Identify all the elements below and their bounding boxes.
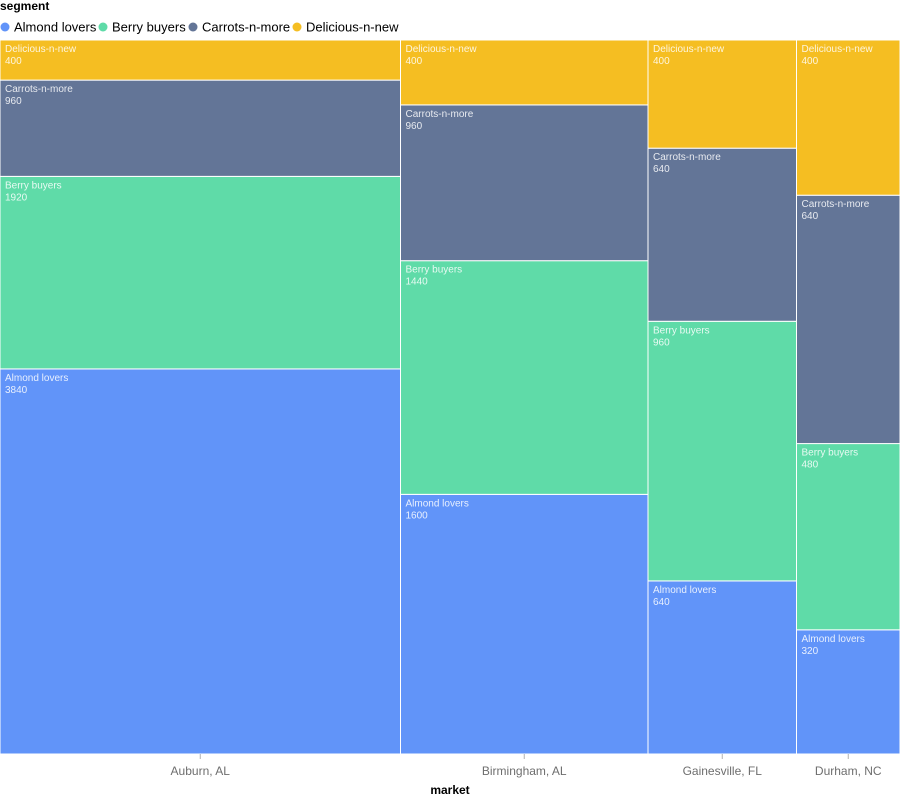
cell-label: Almond lovers [406,498,469,509]
x-axis-title: market [430,783,469,797]
cell-value: 400 [802,56,819,67]
cell-label: Berry buyers [5,180,62,191]
cell-value: 320 [802,646,819,657]
x-axis: Auburn, AL Birmingham, AL Gainesville, FL D… [171,754,882,778]
bar [796,194,900,445]
legend-swatch [98,22,108,32]
legend-swatch [292,22,302,32]
cell-label: Carrots-n-more [802,199,870,210]
cell-value: 480 [802,460,819,471]
x-tick-label: Birmingham, AL [482,764,567,778]
cell-value: 640 [653,164,670,175]
legend-item-carrots-n-more[interactable]: Carrots-n-more [188,20,291,35]
legend-swatch [0,22,10,32]
legend-item-almond-lovers[interactable]: Almond lovers [0,20,97,35]
cell-value: 960 [406,121,423,132]
cell-value: 400 [406,56,423,67]
bar [400,104,649,262]
cell-value: 640 [653,597,670,608]
legend-item-delicious-n-new[interactable]: Delicious-n-new [292,20,400,35]
x-tick-label: Durham, NC [815,764,882,778]
cell-label: Berry buyers [802,448,859,459]
bar [0,79,401,177]
legend-item-berry-buyers[interactable]: Berry buyers [98,20,187,35]
legend: Almond lovers Berry buyers Carrots-n-more D… [0,20,400,35]
cell-value: 400 [5,56,22,67]
bar [647,147,797,322]
cell-value: 400 [653,56,670,67]
cell-label: Almond lovers [653,585,716,596]
bar [796,39,900,196]
legend-title: segment [0,0,49,13]
cell-label: Berry buyers [406,265,463,276]
cell-value: 1440 [406,277,429,288]
legend-label: Berry buyers [112,20,186,35]
cell-label: Carrots-n-more [406,109,474,120]
cell-label: Delicious-n-new [5,44,77,55]
cell-value: 640 [802,211,819,222]
cell-label: Carrots-n-more [5,84,73,95]
cell-value: 960 [5,96,22,107]
cell-label: Berry buyers [653,325,710,336]
cell-label: Delicious-n-new [653,44,725,55]
bar [400,493,649,755]
cell-value: 1600 [406,510,429,521]
bar [0,368,401,755]
bar [400,260,649,495]
x-tick-label: Gainesville, FL [683,764,763,778]
bar [647,39,797,149]
bar [0,175,401,370]
bar [400,39,649,106]
legend-label: Almond lovers [14,20,97,35]
legend-label: Delicious-n-new [306,20,399,35]
bar [796,443,900,631]
x-tick-label: Auburn, AL [171,764,231,778]
bar [0,39,401,81]
cell-label: Almond lovers [5,373,68,384]
cell-value: 1920 [5,192,28,203]
legend-label: Carrots-n-more [202,20,290,35]
cell-label: Carrots-n-more [653,152,721,163]
cell-label: Delicious-n-new [802,44,874,55]
bar [796,629,900,755]
cell-value: 960 [653,337,670,348]
bar [647,580,797,755]
legend-swatch [188,22,198,32]
cell-label: Almond lovers [802,634,865,645]
bar [647,320,797,582]
cell-value: 3840 [5,385,28,396]
cell-label: Delicious-n-new [406,44,478,55]
